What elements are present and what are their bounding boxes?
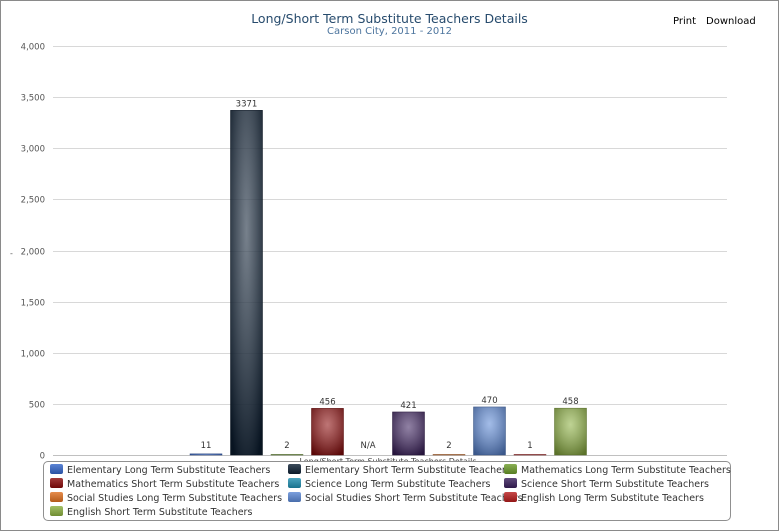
y-tick-label: 2,500 <box>21 196 45 206</box>
legend-label: English Long Term Substitute Teachers <box>521 493 704 504</box>
data-label: N/A <box>360 441 375 451</box>
y-tick-label: 3,000 <box>21 145 45 155</box>
legend-swatch <box>288 464 301 474</box>
legend-swatch <box>504 464 517 474</box>
gridlines <box>53 46 727 456</box>
chart-legend: Elementary Long Term Substitute Teachers… <box>43 461 731 521</box>
data-label: 11 <box>201 441 212 451</box>
bar[interactable] <box>311 408 344 456</box>
legend-item[interactable]: Social Studies Short Term Substitute Tea… <box>288 492 523 504</box>
print-button[interactable]: Print <box>673 16 697 27</box>
legend-item[interactable]: Elementary Long Term Substitute Teachers <box>50 464 270 476</box>
legend-swatch <box>50 506 63 516</box>
download-button[interactable]: Download <box>706 16 756 27</box>
data-label: 470 <box>481 396 497 406</box>
bar[interactable] <box>473 406 506 456</box>
y-tick-label: 2,000 <box>21 248 45 258</box>
data-label: 421 <box>400 401 416 411</box>
legend-item[interactable]: Social Studies Long Term Substitute Teac… <box>50 492 282 504</box>
data-label: 3371 <box>236 99 258 109</box>
legend-swatch <box>50 464 63 474</box>
legend-label: English Short Term Substitute Teachers <box>67 507 253 518</box>
legend-swatch <box>50 492 63 502</box>
legend-item[interactable]: English Short Term Substitute Teachers <box>50 506 252 518</box>
y-tick-label: 500 <box>29 401 45 411</box>
legend-label: Mathematics Long Term Substitute Teacher… <box>521 465 731 476</box>
bars <box>189 110 587 456</box>
y-tick-label: 3,500 <box>21 94 45 104</box>
data-label: 458 <box>562 397 578 407</box>
legend-label: Social Studies Short Term Substitute Tea… <box>305 493 523 504</box>
legend-item[interactable]: English Long Term Substitute Teachers <box>504 492 704 504</box>
legend-swatch <box>288 492 301 502</box>
legend-label: Social Studies Long Term Substitute Teac… <box>67 493 283 504</box>
legend-swatch <box>504 478 517 488</box>
y-tick-label: 4,000 <box>21 43 45 53</box>
bar[interactable] <box>270 454 304 456</box>
legend-swatch <box>50 478 63 488</box>
data-labels: 11 3371 2 456 N/A 421 2 470 1 458 <box>201 99 579 451</box>
bar[interactable] <box>513 454 547 456</box>
legend-label: Science Long Term Substitute Teachers <box>305 479 491 490</box>
legend-item[interactable]: Elementary Short Term Substitute Teacher… <box>288 464 511 476</box>
data-label: 2 <box>446 441 451 451</box>
legend-swatch <box>504 492 517 502</box>
y-axis-label: - <box>10 249 13 258</box>
legend-label: Science Short Term Substitute Teachers <box>521 479 709 490</box>
bar[interactable] <box>554 407 587 456</box>
y-tick-label: 1,500 <box>21 299 45 309</box>
data-label: 456 <box>319 397 335 407</box>
legend-label: Mathematics Short Term Substitute Teache… <box>67 479 280 490</box>
data-label: 2 <box>284 441 289 451</box>
data-label: 1 <box>527 441 532 451</box>
legend-label: Elementary Short Term Substitute Teacher… <box>305 465 511 476</box>
bar[interactable] <box>392 411 425 456</box>
bar[interactable] <box>230 110 263 456</box>
legend-swatch <box>288 478 301 488</box>
legend-item[interactable]: Science Long Term Substitute Teachers <box>288 478 490 490</box>
legend-item[interactable]: Science Short Term Substitute Teachers <box>504 478 709 490</box>
legend-label: Elementary Long Term Substitute Teachers <box>67 465 271 476</box>
chart-subtitle: Carson City, 2011 - 2012 <box>327 26 452 37</box>
y-tick-label: 1,000 <box>21 350 45 360</box>
chart-title: Long/Short Term Substitute Teachers Deta… <box>251 11 528 26</box>
bar[interactable] <box>189 453 223 456</box>
bar[interactable] <box>432 454 466 456</box>
y-tick-label: 0 <box>40 452 45 462</box>
legend-item[interactable]: Mathematics Short Term Substitute Teache… <box>50 478 279 490</box>
legend-item[interactable]: Mathematics Long Term Substitute Teacher… <box>504 464 731 476</box>
